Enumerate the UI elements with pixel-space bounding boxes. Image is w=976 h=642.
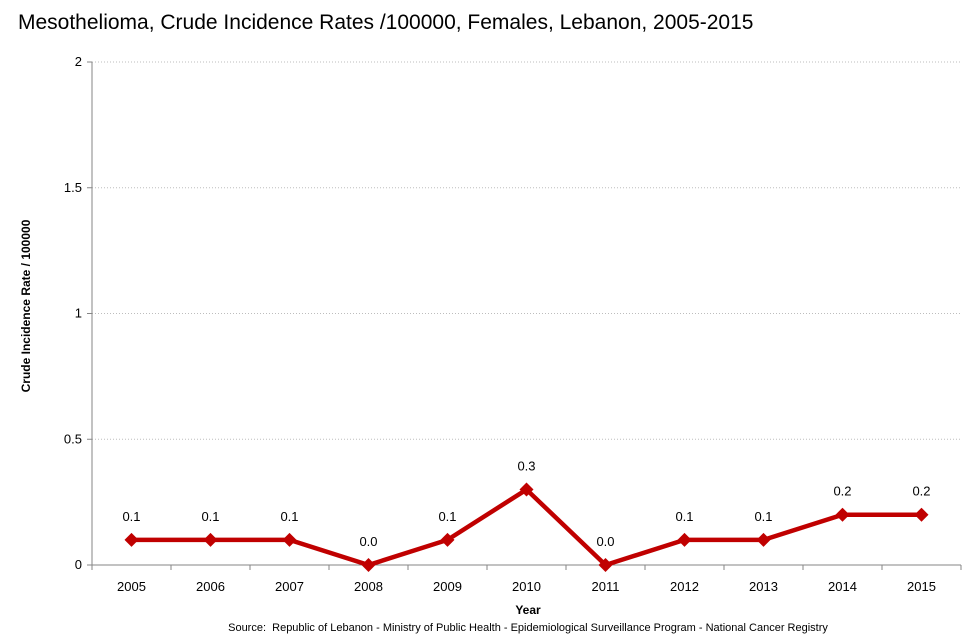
data-label: 0.0: [596, 534, 614, 549]
data-point-marker: [124, 532, 139, 547]
data-point-marker: [677, 532, 692, 547]
x-tick-label: 2010: [512, 579, 541, 594]
x-tick-label: 2013: [749, 579, 778, 594]
y-axis-title: Crude Incidence Rate / 100000: [19, 219, 33, 392]
x-tick-labels: 2005 2006 2007 2008 2009 2010 2011 2012 2013 2014…: [117, 579, 936, 594]
data-point-marker: [519, 482, 534, 497]
x-tick-label: 2008: [354, 579, 383, 594]
series-markers: [124, 482, 929, 572]
chart-title: Mesothelioma, Crude Incidence Rates /100…: [18, 11, 753, 34]
y-tick-label: 2: [75, 54, 82, 69]
data-point-marker: [835, 507, 850, 522]
x-tick-label: 2015: [907, 579, 936, 594]
y-tick-label: 0.5: [64, 431, 82, 446]
data-labels: 0.1 0.1 0.1 0.0 0.1 0.3 0.0 0.1 0.1 0.2 0.2: [122, 459, 930, 549]
data-label: 0.1: [280, 509, 298, 524]
data-label: 0.1: [122, 509, 140, 524]
data-point-marker: [598, 558, 613, 572]
x-tick-label: 2006: [196, 579, 225, 594]
data-label: 0.1: [201, 509, 219, 524]
data-point-marker: [914, 507, 929, 522]
x-tick-label: 2009: [433, 579, 462, 594]
data-point-marker: [756, 532, 771, 547]
data-point-marker: [203, 532, 218, 547]
x-tick-label: 2005: [117, 579, 146, 594]
x-tick-label: 2007: [275, 579, 304, 594]
y-tick-label: 1.5: [64, 180, 82, 195]
data-label: 0.1: [754, 509, 772, 524]
x-tick-label: 2012: [670, 579, 699, 594]
data-label: 0.2: [833, 484, 851, 499]
x-tick-label: 2011: [592, 579, 620, 594]
data-label: 0.0: [359, 534, 377, 549]
y-tick-label: 0: [75, 557, 82, 572]
data-label: 0.1: [675, 509, 693, 524]
y-tick-label: 1: [75, 306, 82, 321]
x-tick-label: 2014: [828, 579, 857, 594]
data-label: 0.1: [438, 509, 456, 524]
data-point-marker: [282, 532, 297, 547]
data-point-marker: [361, 558, 376, 572]
grid-lines: [92, 61, 961, 440]
data-label: 0.2: [912, 484, 930, 499]
data-label: 0.3: [517, 459, 535, 474]
y-tick-labels: 0 0.5 1 1.5 2: [64, 54, 82, 572]
source-note: Source: Republic of Lebanon - Ministry o…: [228, 622, 828, 634]
axes: [87, 61, 962, 570]
data-point-marker: [440, 532, 455, 547]
x-axis-title: Year: [515, 603, 541, 617]
